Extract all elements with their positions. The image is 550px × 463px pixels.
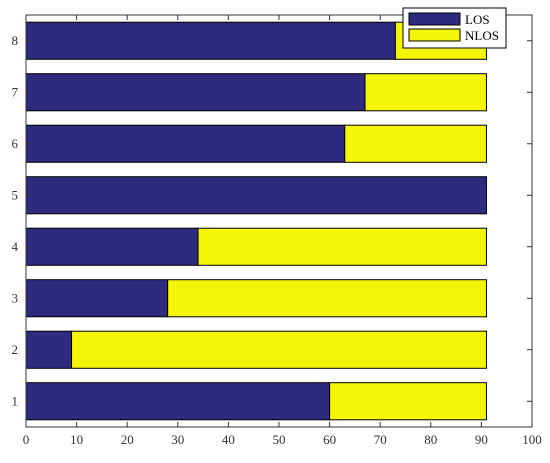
x-tick-label: 60 <box>323 432 336 447</box>
x-tick-label: 20 <box>121 432 134 447</box>
x-tick-label: 80 <box>424 432 437 447</box>
y-tick-label: 1 <box>12 393 19 408</box>
bar-los-7 <box>25 73 366 112</box>
bar-nlos-4 <box>197 227 487 266</box>
bar-nlos-7 <box>364 73 487 112</box>
x-tick-label: 40 <box>222 432 235 447</box>
x-tick-label: 10 <box>70 432 83 447</box>
bar-nlos-1 <box>329 382 487 421</box>
legend-label-nlos: NLOS <box>465 28 499 43</box>
ticks-layer: 0 10 20 30 40 50 60 70 80 90 100 1 2 3 4 5 6 7 8 <box>12 15 542 447</box>
x-tick-label: 50 <box>273 432 286 447</box>
y-tick-label: 5 <box>12 187 19 202</box>
x-tick-label: 30 <box>171 432 184 447</box>
bar-los-3 <box>25 279 169 318</box>
x-tick-label: 90 <box>475 432 488 447</box>
bar-nlos-2 <box>71 330 487 369</box>
legend-label-los: LOS <box>465 12 490 27</box>
bar-los-4 <box>25 227 199 266</box>
bar-los-2 <box>25 330 73 369</box>
x-tick-label: 70 <box>374 432 387 447</box>
y-tick-label: 2 <box>12 342 19 357</box>
x-tick-label: 0 <box>23 432 30 447</box>
y-tick-label: 7 <box>12 84 19 99</box>
bar-nlos-6 <box>344 124 487 163</box>
x-tick-label: 100 <box>522 432 542 447</box>
bars-layer <box>25 21 487 421</box>
y-tick-label: 3 <box>12 290 19 305</box>
legend-swatch-los <box>408 12 461 26</box>
bar-los-1 <box>25 382 331 421</box>
y-tick-label: 6 <box>12 136 19 151</box>
legend-swatch-nlos <box>408 28 461 42</box>
bar-los-6 <box>25 124 346 163</box>
y-tick-label: 4 <box>12 239 19 254</box>
y-tick-label: 8 <box>12 33 19 48</box>
bar-nlos-3 <box>167 279 487 318</box>
bar-los-8 <box>25 21 396 60</box>
bar-los-5 <box>25 176 487 215</box>
